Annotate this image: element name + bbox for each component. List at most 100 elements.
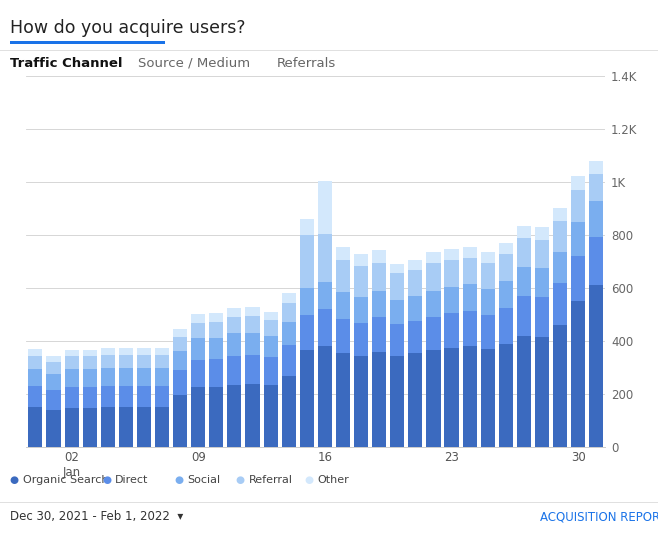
Bar bbox=[173, 396, 187, 447]
Bar bbox=[209, 386, 223, 447]
Bar bbox=[463, 257, 476, 284]
Bar bbox=[209, 338, 223, 359]
Text: Social: Social bbox=[188, 475, 220, 485]
Bar bbox=[481, 262, 495, 289]
Bar bbox=[137, 349, 151, 355]
Bar bbox=[101, 385, 114, 408]
Bar bbox=[535, 268, 549, 298]
Bar bbox=[228, 385, 241, 447]
Bar bbox=[64, 350, 78, 356]
Text: Referrals: Referrals bbox=[276, 57, 336, 70]
Bar bbox=[426, 252, 440, 263]
Bar bbox=[463, 311, 476, 346]
Bar bbox=[535, 227, 549, 240]
Bar bbox=[28, 408, 42, 447]
Bar bbox=[137, 408, 151, 447]
Bar bbox=[282, 303, 295, 322]
Bar bbox=[409, 321, 422, 353]
Bar bbox=[282, 322, 295, 345]
Text: ●: ● bbox=[236, 475, 245, 485]
Bar bbox=[481, 349, 495, 447]
Bar bbox=[173, 351, 187, 370]
Bar bbox=[191, 338, 205, 360]
Bar bbox=[318, 282, 332, 309]
Bar bbox=[101, 349, 114, 355]
Bar bbox=[390, 324, 404, 356]
Bar bbox=[28, 386, 42, 408]
Bar bbox=[372, 317, 386, 352]
Bar bbox=[209, 359, 223, 386]
Bar bbox=[300, 219, 314, 235]
Bar bbox=[83, 370, 97, 386]
Bar bbox=[517, 226, 531, 238]
Bar bbox=[318, 346, 332, 447]
Bar bbox=[553, 208, 567, 221]
Bar bbox=[499, 254, 513, 281]
Bar bbox=[228, 356, 241, 385]
Bar bbox=[64, 370, 78, 386]
Bar bbox=[264, 312, 278, 320]
Bar bbox=[101, 355, 114, 369]
Bar bbox=[409, 270, 422, 296]
Bar bbox=[517, 335, 531, 447]
Bar bbox=[155, 369, 169, 385]
Bar bbox=[318, 235, 332, 282]
Bar bbox=[372, 352, 386, 447]
Bar bbox=[282, 345, 295, 376]
Bar bbox=[47, 362, 61, 374]
Bar bbox=[155, 385, 169, 408]
Bar bbox=[245, 333, 259, 355]
Bar bbox=[83, 386, 97, 408]
Bar bbox=[47, 390, 61, 410]
Bar bbox=[409, 296, 422, 321]
Bar bbox=[445, 287, 459, 313]
Bar bbox=[300, 314, 314, 350]
Bar bbox=[590, 201, 603, 237]
Bar bbox=[101, 408, 114, 447]
Bar bbox=[553, 325, 567, 447]
Bar bbox=[336, 260, 350, 292]
Bar bbox=[535, 337, 549, 447]
Bar bbox=[228, 308, 241, 317]
Bar bbox=[191, 314, 205, 322]
Bar bbox=[463, 284, 476, 311]
Bar bbox=[173, 337, 187, 351]
Bar bbox=[336, 319, 350, 353]
Bar bbox=[553, 221, 567, 252]
Bar bbox=[191, 360, 205, 388]
Bar bbox=[228, 317, 241, 333]
Text: Direct: Direct bbox=[115, 475, 149, 485]
Bar bbox=[137, 369, 151, 385]
Bar bbox=[228, 333, 241, 356]
Bar bbox=[372, 291, 386, 317]
Bar bbox=[409, 353, 422, 447]
Bar bbox=[354, 297, 368, 322]
Bar bbox=[209, 313, 223, 322]
Bar bbox=[535, 298, 549, 337]
Text: Traffic Channel: Traffic Channel bbox=[10, 57, 122, 70]
Text: ●: ● bbox=[102, 475, 111, 485]
Bar bbox=[390, 356, 404, 447]
Bar bbox=[83, 356, 97, 370]
Bar bbox=[300, 350, 314, 447]
Bar bbox=[553, 283, 567, 325]
Bar bbox=[463, 247, 476, 257]
Bar bbox=[101, 369, 114, 385]
Text: ●: ● bbox=[174, 475, 184, 485]
Bar bbox=[481, 314, 495, 349]
Bar bbox=[336, 292, 350, 319]
Bar bbox=[571, 190, 585, 222]
Bar bbox=[445, 313, 459, 348]
Bar bbox=[517, 238, 531, 267]
Bar bbox=[83, 350, 97, 356]
Bar bbox=[426, 263, 440, 292]
Bar bbox=[47, 357, 61, 362]
Bar bbox=[372, 250, 386, 262]
Text: ●: ● bbox=[10, 475, 19, 485]
Bar bbox=[426, 317, 440, 350]
Bar bbox=[590, 286, 603, 447]
Bar bbox=[209, 322, 223, 338]
Bar bbox=[571, 256, 585, 301]
Bar bbox=[264, 335, 278, 357]
Bar bbox=[318, 182, 332, 235]
